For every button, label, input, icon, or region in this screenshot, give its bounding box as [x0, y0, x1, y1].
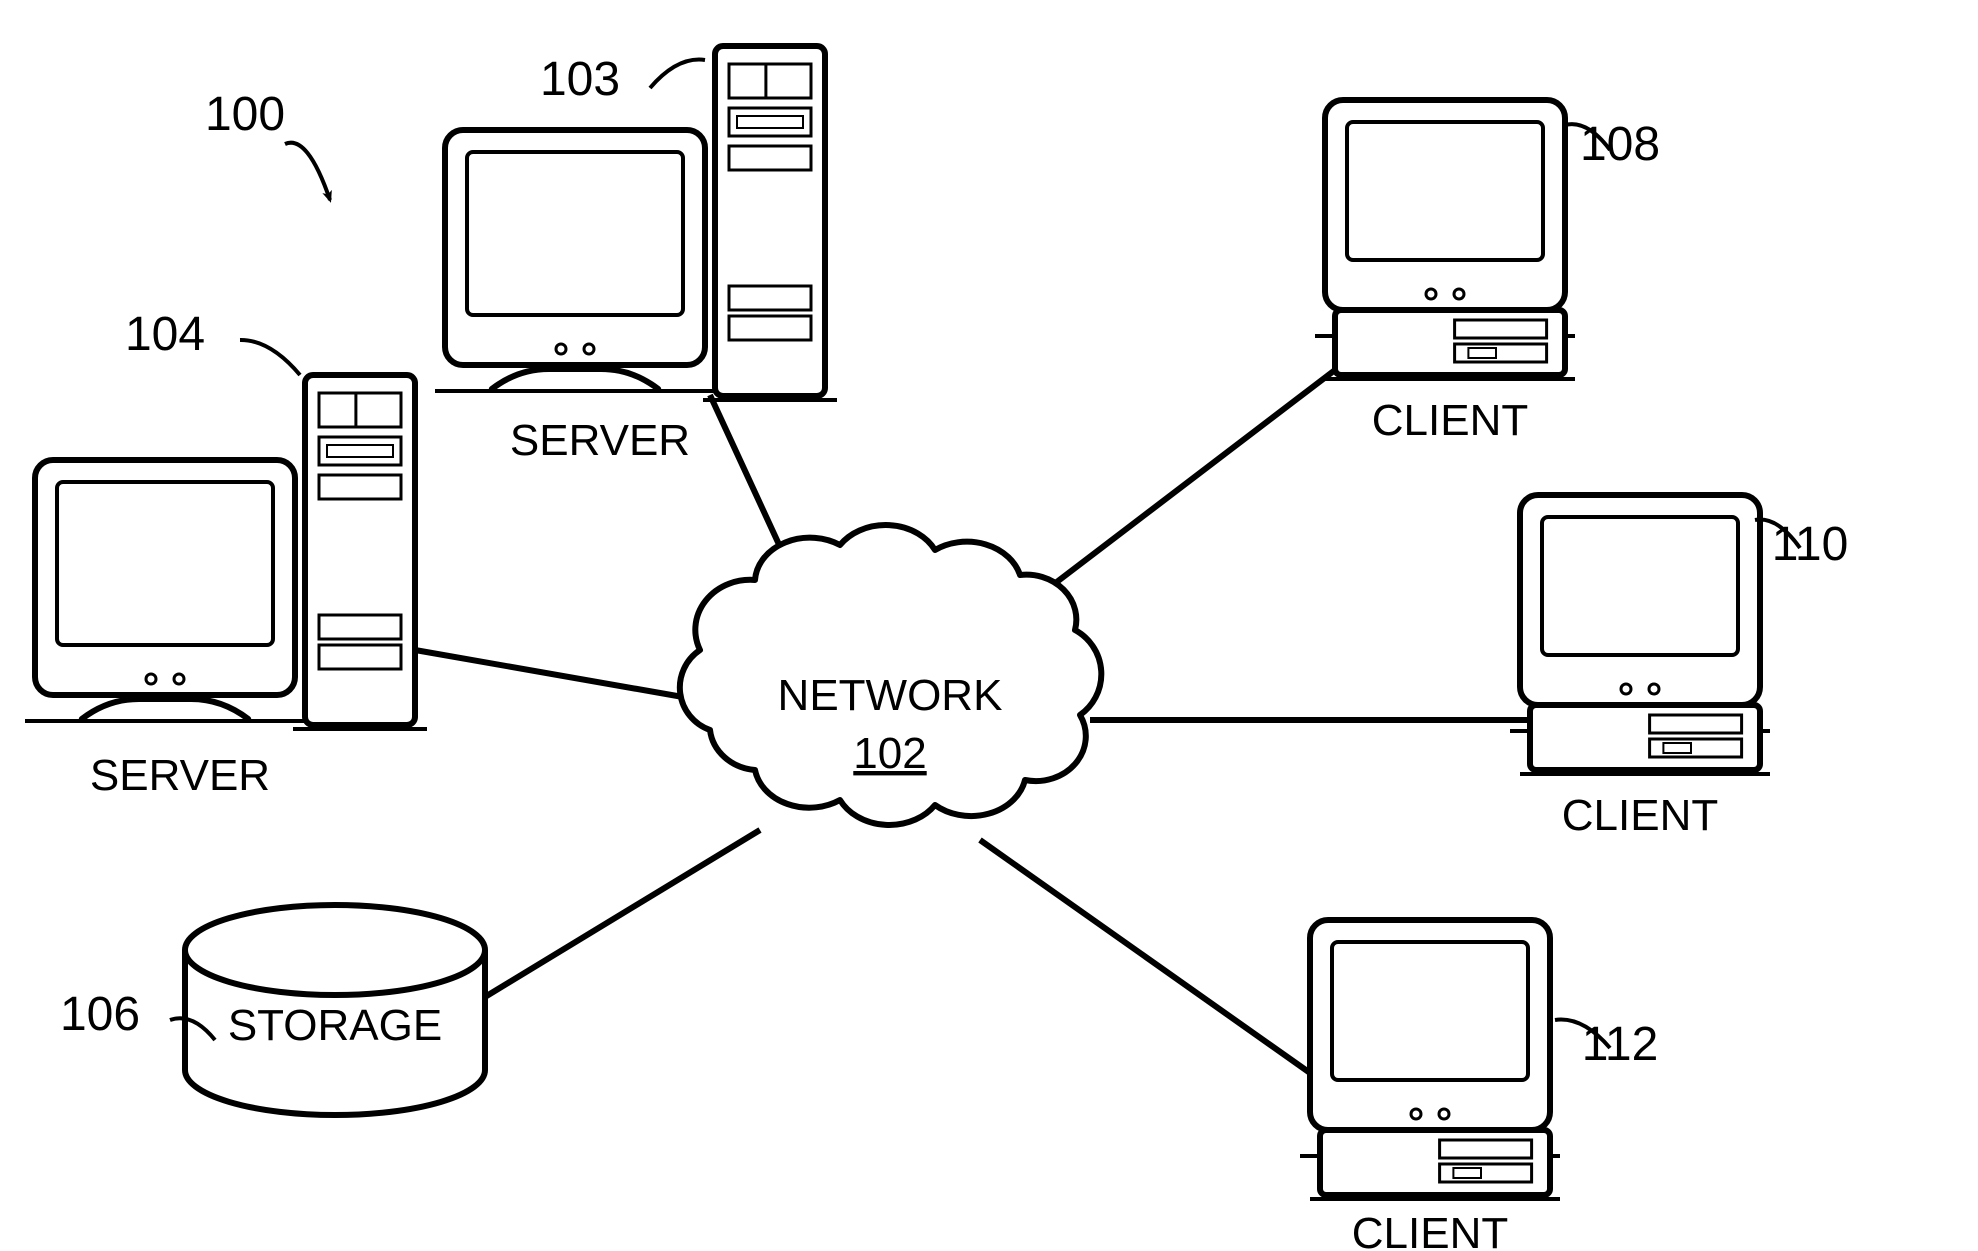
server103: SERVER	[435, 46, 837, 465]
server104: SERVER	[25, 375, 427, 800]
edge-storage106	[480, 830, 760, 1000]
server103-label: SERVER	[510, 416, 690, 465]
cloud-label-top: NETWORK	[778, 671, 1003, 720]
client108: CLIENT	[1315, 100, 1575, 445]
server104-ref: 104	[125, 308, 205, 361]
server103-ref: 103	[540, 53, 620, 106]
client110-ref: 110	[1772, 518, 1849, 571]
server104-label: SERVER	[90, 751, 270, 800]
network-diagram: SERVER SERVER CLIENT CLIENT CLIENT STORAGE NE…	[0, 0, 1978, 1251]
cloud-label-bottom: 102	[853, 729, 926, 778]
client110: CLIENT	[1510, 495, 1770, 840]
server103-lead	[650, 60, 705, 88]
client108-label: CLIENT	[1372, 396, 1528, 445]
storage106: STORAGE	[185, 905, 485, 1115]
client110-label: CLIENT	[1562, 791, 1718, 840]
client112: CLIENT	[1300, 920, 1560, 1251]
client108-ref: 108	[1580, 118, 1660, 171]
storage106-label: STORAGE	[228, 1001, 442, 1050]
server104-lead	[240, 340, 300, 375]
client112-ref: 112	[1582, 1018, 1659, 1071]
edge-client112	[980, 840, 1320, 1080]
edge-client108	[1020, 370, 1335, 610]
storage106-ref: 106	[60, 988, 140, 1041]
edge-server104	[415, 650, 700, 700]
ref-100: 100	[205, 88, 285, 141]
client112-label: CLIENT	[1352, 1209, 1508, 1251]
ref-100-arrow	[285, 143, 330, 200]
